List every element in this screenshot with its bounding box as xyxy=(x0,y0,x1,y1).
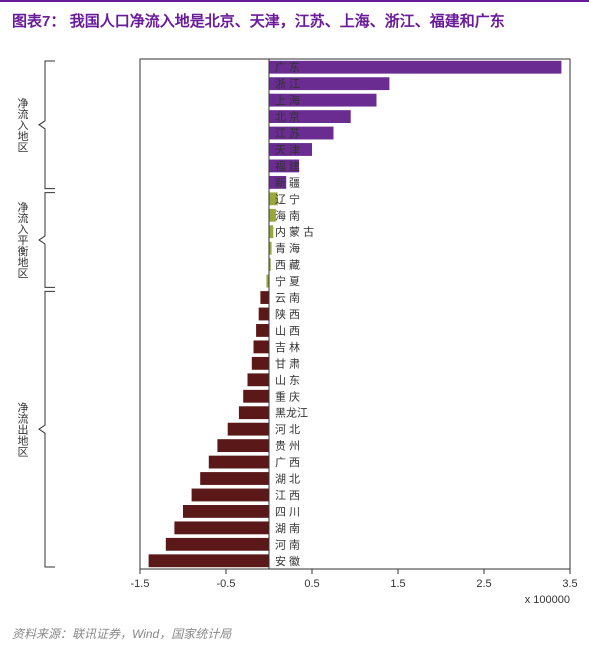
category-label: 吉 林 xyxy=(275,340,300,354)
bar xyxy=(209,456,269,469)
bar xyxy=(183,505,269,518)
chart-title-prefix: 图表7： xyxy=(12,13,65,30)
category-label: 河 南 xyxy=(275,538,300,551)
bar xyxy=(166,538,269,551)
category-label: 黑龙江 xyxy=(275,407,308,420)
svg-text:0.5: 0.5 xyxy=(304,578,319,590)
category-label: 江 苏 xyxy=(275,127,300,140)
svg-text:-0.5: -0.5 xyxy=(217,578,236,590)
category-label: 山 西 xyxy=(275,324,300,337)
bar xyxy=(200,472,269,485)
category-label: 广 西 xyxy=(275,456,300,469)
group-label: 净流入地区 xyxy=(16,96,29,152)
category-label: 福 建 xyxy=(275,159,300,173)
category-label: 山 东 xyxy=(275,374,300,387)
bar xyxy=(243,390,269,403)
bar xyxy=(269,61,561,74)
bar xyxy=(239,406,269,419)
group-brace xyxy=(39,193,55,288)
chart-header: 图表7： 我国人口净流入地是北京、天津，江苏、上海、浙江、福建和广东 xyxy=(0,0,589,39)
category-label: 安 徽 xyxy=(275,554,300,568)
category-label: 内 蒙 古 xyxy=(275,225,314,239)
chart-footer: 资料来源：联讯证券，Wind，国家统计局 xyxy=(0,619,589,648)
group-brace xyxy=(39,61,55,189)
bar xyxy=(149,554,269,567)
category-label: 新 疆 xyxy=(275,175,300,189)
bar xyxy=(252,357,269,370)
chart-container: -1.5 -0.5 0.5 1.5 2.5 3.5 x 100000 广 东浙 江上 海北 京… xyxy=(0,39,589,619)
svg-text:2.5: 2.5 xyxy=(476,578,491,590)
category-label: 湖 南 xyxy=(275,522,300,535)
category-label: 北 京 xyxy=(275,110,300,124)
svg-text:-1.5: -1.5 xyxy=(131,578,150,590)
bar xyxy=(259,308,269,321)
group-label: 净流出地区 xyxy=(16,400,29,456)
bar xyxy=(248,373,270,386)
category-label: 海 南 xyxy=(275,208,300,222)
bar xyxy=(260,291,269,304)
bar xyxy=(192,489,269,502)
svg-text:1.5: 1.5 xyxy=(390,578,405,590)
category-label: 上 海 xyxy=(275,93,300,107)
group-label: 净流入平衡地区 xyxy=(16,200,29,278)
bar xyxy=(228,423,269,436)
bar xyxy=(269,225,273,238)
category-label: 青 海 xyxy=(275,241,300,255)
bar-chart: -1.5 -0.5 0.5 1.5 2.5 3.5 x 100000 广 东浙 江上 海北 京… xyxy=(0,39,589,619)
chart-title-text: 我国人口净流入地是北京、天津，江苏、上海、浙江、福建和广东 xyxy=(70,13,505,30)
category-label: 甘 肃 xyxy=(275,357,300,370)
category-label: 广 东 xyxy=(275,61,300,74)
category-label: 四 川 xyxy=(275,506,300,518)
category-label: 重 庆 xyxy=(275,389,300,403)
category-label: 云 南 xyxy=(275,292,300,305)
category-label: 宁 夏 xyxy=(275,274,300,288)
category-label: 浙 江 xyxy=(275,78,300,91)
category-label: 西 藏 xyxy=(275,259,300,272)
category-label: 江 西 xyxy=(275,489,300,502)
category-label: 天 津 xyxy=(275,143,300,156)
category-label: 陕 西 xyxy=(275,307,300,321)
svg-text:3.5: 3.5 xyxy=(562,578,577,590)
group-brace xyxy=(39,291,55,567)
bar xyxy=(217,439,269,452)
category-label: 河 北 xyxy=(275,423,300,436)
bar xyxy=(254,340,269,353)
category-label: 辽 宁 xyxy=(275,192,300,206)
category-label: 湖 北 xyxy=(275,473,300,486)
bar xyxy=(174,521,269,534)
bar xyxy=(256,324,269,337)
svg-text:x 100000: x 100000 xyxy=(525,594,570,606)
category-label: 贵 州 xyxy=(275,440,300,453)
